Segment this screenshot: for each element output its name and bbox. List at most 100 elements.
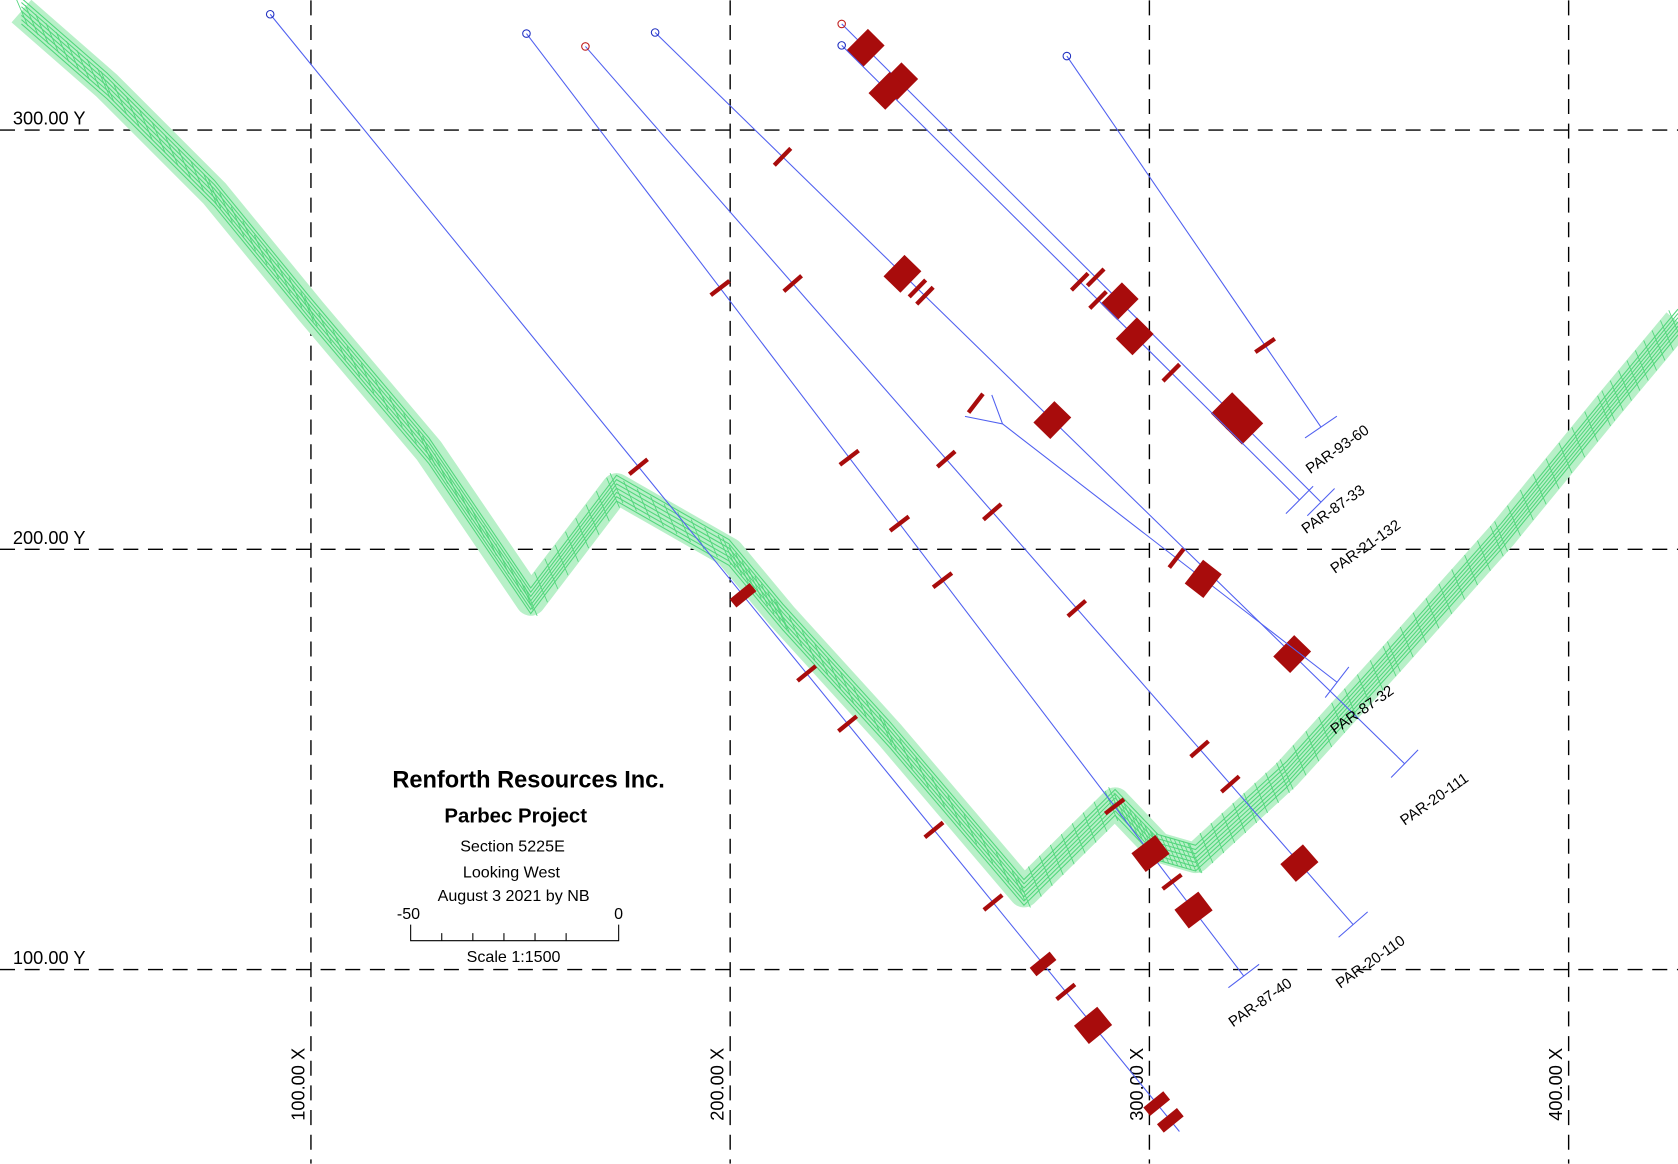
mineral-interval [1174, 891, 1213, 929]
surface-mesh [741, 560, 756, 591]
surface-mesh [1464, 554, 1478, 586]
mineral-interval [935, 449, 957, 469]
surface-mesh [403, 413, 417, 444]
surface-mesh [1412, 612, 1427, 643]
hole-trace [1002, 423, 1338, 683]
surface-mesh [207, 178, 222, 209]
mineral-interval [1131, 835, 1170, 872]
surface-mesh [1651, 330, 1666, 361]
surface-mesh [1382, 646, 1397, 677]
hole-trace [1066, 55, 1322, 428]
hole-end [1285, 485, 1314, 515]
surface-mesh [1597, 395, 1611, 427]
mineral-interval [1115, 317, 1154, 356]
surface-mesh [606, 477, 620, 508]
x-label: 200.00 X [708, 1048, 728, 1121]
hole-trace [841, 44, 1300, 501]
surface-mesh [21, 23, 1678, 907]
surface-mesh [1123, 803, 1138, 834]
mineral-interval [782, 274, 803, 293]
mineral-interval [1189, 739, 1210, 759]
surface-mesh [446, 471, 461, 502]
surface-mesh [1601, 390, 1616, 421]
surface-mesh [623, 480, 637, 512]
surface-mesh [853, 686, 867, 717]
surface-mesh [100, 70, 115, 102]
surface-mesh [883, 719, 897, 750]
collar [1062, 51, 1072, 61]
surface-mesh [1160, 834, 1174, 866]
surface-mesh [1318, 716, 1333, 748]
surface-mesh [417, 429, 431, 461]
surface-mesh [45, 22, 60, 54]
surface-mesh [76, 49, 91, 81]
surface-mesh [1164, 836, 1179, 867]
mineral-interval [868, 71, 907, 110]
surface-mesh [650, 496, 664, 527]
collar [581, 42, 590, 51]
hole-end [1338, 911, 1369, 938]
surface-mesh [470, 507, 485, 538]
surface-mesh [773, 599, 788, 630]
surface-mesh [21, 6, 1678, 889]
surface-mesh [86, 58, 101, 90]
surface-mesh [35, 13, 49, 45]
surface-mesh [1609, 380, 1624, 411]
mineral-interval [931, 571, 954, 590]
surface-mesh [1489, 526, 1504, 557]
surface-mesh [1210, 822, 1225, 854]
surface-mesh [1082, 812, 1097, 843]
surface-mesh [1668, 310, 1678, 333]
mineral-interval [1088, 290, 1108, 310]
surface-mesh [717, 534, 732, 566]
surface-mesh [1178, 839, 1192, 871]
mineral-interval [709, 279, 731, 297]
surface-mesh [519, 579, 534, 610]
mineral-interval [883, 254, 922, 293]
surface-mesh [788, 615, 803, 647]
hole-trace [654, 32, 1405, 765]
mineral-interval [1273, 635, 1312, 674]
surface-mesh [1369, 660, 1384, 691]
scale-left: -50 [397, 905, 420, 923]
surface-mesh [1519, 489, 1534, 521]
surface-mesh [16, 0, 29, 27]
surface-mesh [374, 379, 389, 411]
surface-mesh [636, 488, 651, 519]
surface-mesh [318, 312, 332, 344]
surface-mesh [1265, 772, 1279, 804]
mineral-interval [1066, 599, 1088, 618]
surface-mesh [1344, 688, 1358, 719]
surface-mesh [735, 552, 749, 584]
surface-mesh [814, 644, 829, 675]
surface-mesh [507, 561, 522, 592]
mineral-interval [888, 514, 911, 533]
surface-mesh [113, 83, 127, 115]
surface-mesh [565, 531, 579, 562]
collar [265, 9, 275, 19]
surface-mesh [288, 277, 303, 308]
hole-end [1324, 666, 1350, 698]
surface-mesh [722, 537, 736, 568]
hole-end [1304, 415, 1338, 439]
surface-mesh [748, 568, 762, 599]
surface-mesh [219, 192, 233, 223]
surface-mesh [1331, 702, 1345, 734]
surface-mesh [1279, 759, 1294, 790]
surface-mesh [434, 453, 448, 484]
surface-mesh [1133, 814, 1148, 845]
drill-holes: PAR-87-40PAR-20-110PAR-20-111PAR-87-32PA… [265, 9, 1472, 1133]
surface-mesh [495, 543, 510, 574]
date: August 3 2021 by NB [438, 887, 590, 905]
hole-end [1228, 963, 1260, 989]
surface-mesh [1425, 598, 1440, 629]
surface-mesh [483, 525, 497, 556]
surface-mesh [1071, 823, 1086, 854]
hole-end [1306, 488, 1335, 517]
surface-mesh [230, 206, 245, 237]
surface-mesh [265, 248, 280, 280]
surface-mesh [767, 591, 781, 622]
surface-mesh [979, 833, 994, 864]
mineral-interval [982, 502, 1003, 522]
